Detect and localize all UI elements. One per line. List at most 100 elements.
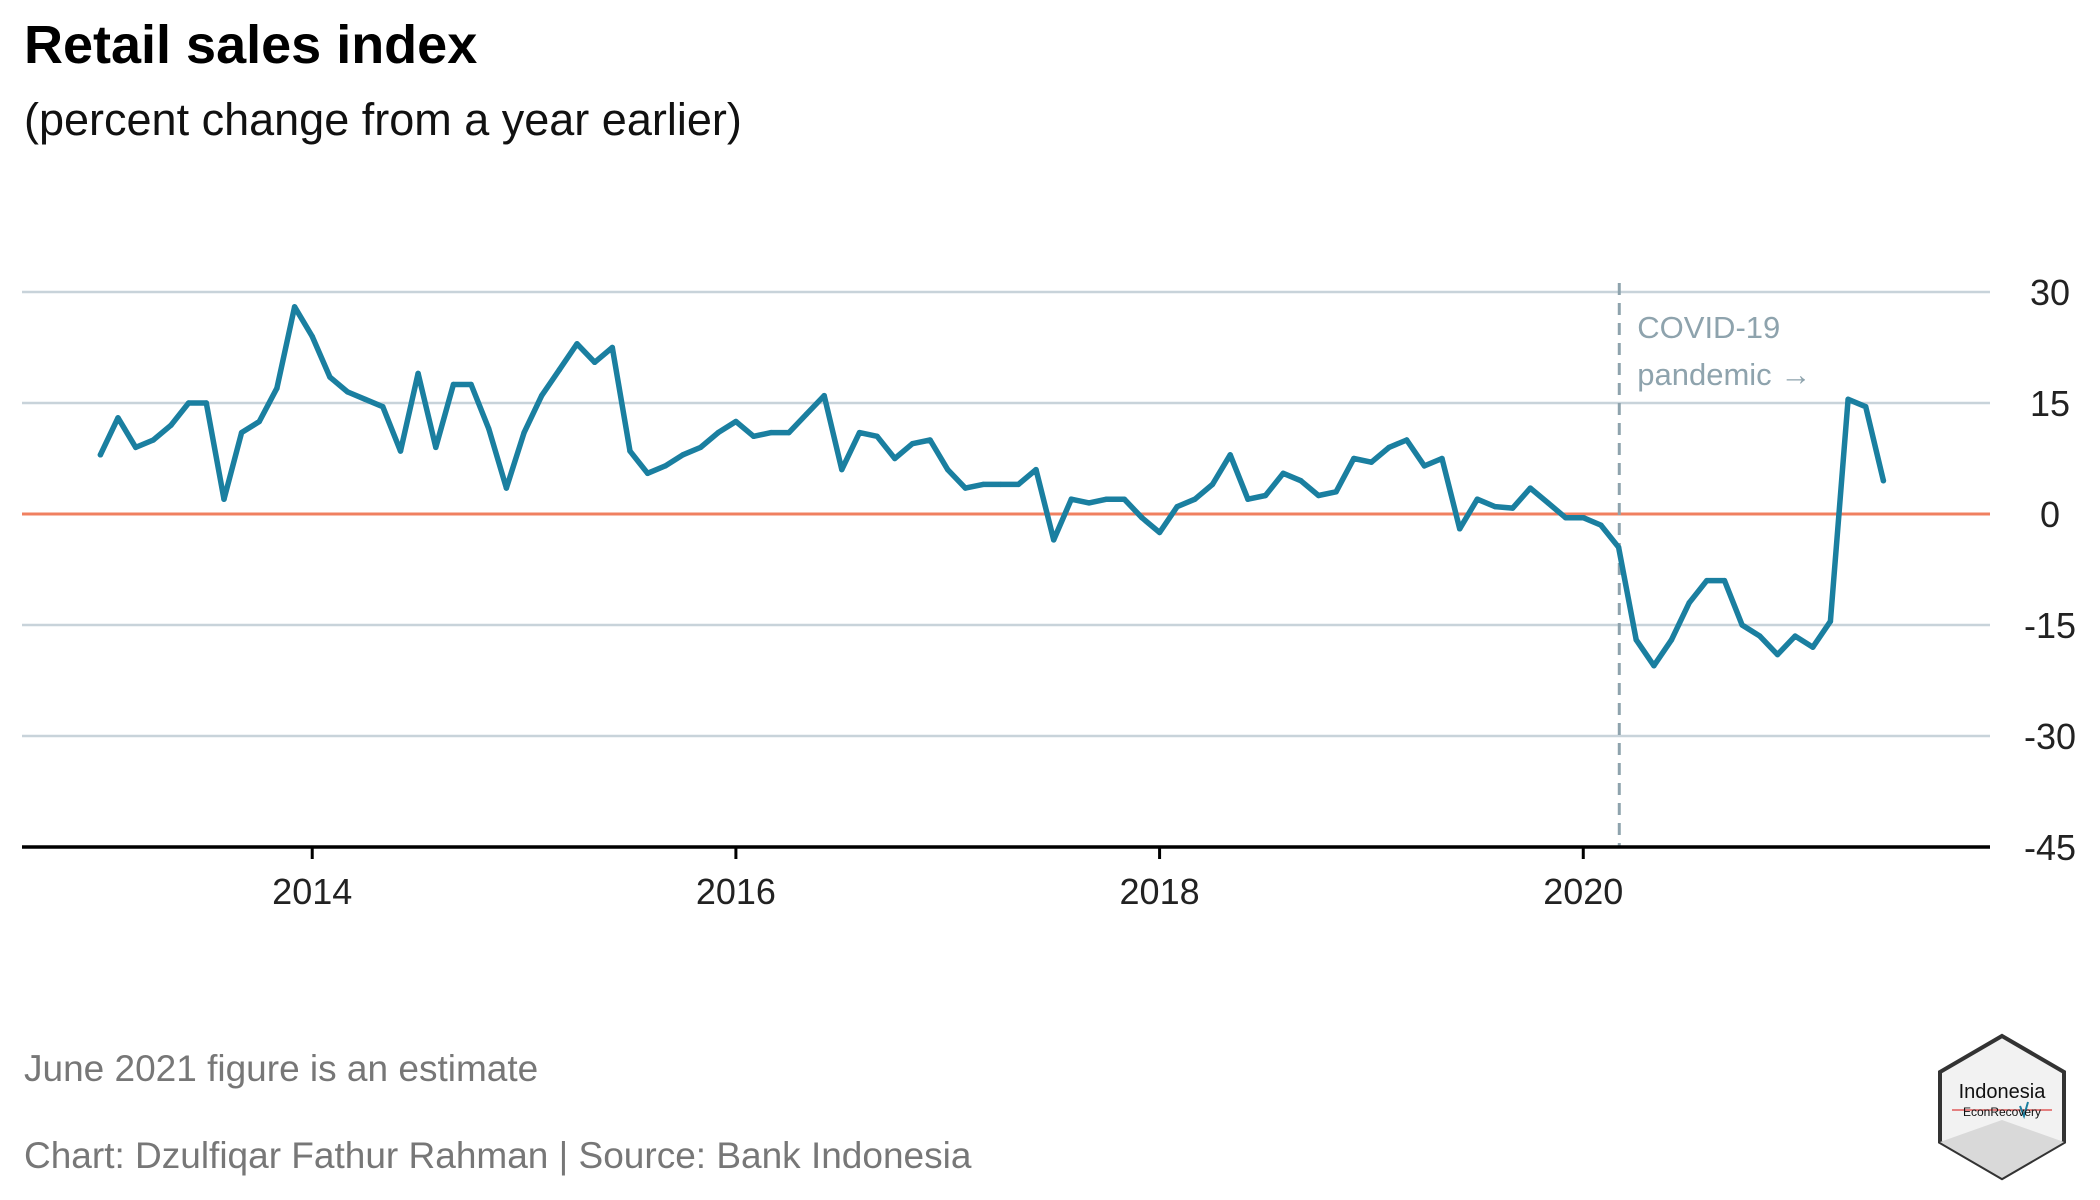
data-point xyxy=(768,429,774,436)
data-point xyxy=(521,429,527,436)
logo-title: Indonesia xyxy=(1959,1081,2047,1103)
data-point xyxy=(486,426,492,432)
data-point xyxy=(1068,496,1075,502)
data-point xyxy=(1633,637,1639,643)
chart-title: Retail sales index xyxy=(24,15,478,75)
data-point xyxy=(609,344,615,351)
data-point xyxy=(574,341,580,347)
data-point xyxy=(539,392,545,399)
data-point xyxy=(1245,496,1251,502)
data-point xyxy=(1880,478,1887,484)
data-point xyxy=(733,418,739,425)
data-point xyxy=(1598,522,1604,528)
x-tick-label: 2014 xyxy=(272,871,352,912)
data-point xyxy=(1721,577,1728,584)
data-point xyxy=(803,411,810,417)
y-tick-label: 15 xyxy=(2030,383,2070,424)
x-tick-label: 2018 xyxy=(1120,871,1200,912)
data-point xyxy=(909,441,916,447)
y-tick-label: -30 xyxy=(2024,716,2076,757)
data-point xyxy=(1280,470,1286,476)
data-point xyxy=(468,381,474,388)
data-point xyxy=(839,466,845,473)
data-point xyxy=(1615,544,1622,550)
data-point xyxy=(133,444,139,451)
data-point xyxy=(362,396,368,402)
data-point xyxy=(962,485,969,491)
data-point xyxy=(750,433,757,439)
data-point xyxy=(1386,444,1392,451)
x-axis-ticks: 2014 2016 2018 2020 xyxy=(272,847,1623,912)
data-point xyxy=(1704,577,1710,584)
source-credit: Chart: Dzulfiqar Fathur Rahman | Source:… xyxy=(24,1135,972,1176)
data-point xyxy=(185,400,192,406)
data-point xyxy=(1668,637,1675,643)
data-point xyxy=(980,481,986,488)
data-point xyxy=(1562,515,1569,521)
data-point xyxy=(1192,496,1198,502)
data-point xyxy=(1262,492,1269,499)
data-point xyxy=(1845,396,1851,402)
y-axis-ticks: 30 15 0 -15 -30 -45 xyxy=(2024,272,2076,868)
x-tick-label: 2020 xyxy=(1543,871,1623,912)
series-layer xyxy=(97,304,1887,669)
data-point xyxy=(627,448,633,454)
data-point xyxy=(662,463,668,469)
covid-annotation-label: COVID-19 xyxy=(1637,310,1780,345)
data-point xyxy=(1757,633,1763,639)
data-point xyxy=(697,444,704,451)
data-point xyxy=(150,437,156,443)
data-point xyxy=(1351,455,1357,462)
data-point xyxy=(1545,500,1551,506)
data-point xyxy=(892,455,898,462)
data-point xyxy=(1439,455,1445,462)
data-point xyxy=(291,304,298,310)
data-point xyxy=(450,381,457,388)
data-point xyxy=(274,385,280,391)
data-point xyxy=(309,333,315,340)
data-point xyxy=(856,429,863,436)
data-point xyxy=(1315,492,1322,499)
data-point xyxy=(1333,489,1339,495)
data-point xyxy=(1174,503,1180,510)
data-point xyxy=(256,418,262,425)
data-point xyxy=(556,367,563,373)
data-point xyxy=(1474,496,1481,502)
data-point xyxy=(998,481,1004,488)
data-point xyxy=(1421,463,1428,469)
data-point xyxy=(786,429,792,436)
data-point xyxy=(945,466,951,473)
data-point xyxy=(221,496,227,502)
data-point xyxy=(1103,496,1110,502)
data-point xyxy=(821,392,827,399)
y-tick-label: -15 xyxy=(2024,605,2076,646)
data-point xyxy=(1033,466,1039,473)
footnote: June 2021 figure is an estimate xyxy=(24,1048,539,1089)
data-point xyxy=(1686,600,1692,606)
data-point xyxy=(115,415,121,421)
data-point xyxy=(680,452,686,458)
data-point xyxy=(168,422,174,428)
indonesia-econrecovery-logo: Indonesia EconRecovery xyxy=(1938,1033,2066,1181)
chart-area: COVID-19 pandemic → 2014 2016 2018 2020 30 1… xyxy=(22,272,2076,912)
data-point xyxy=(415,370,421,377)
data-point xyxy=(327,374,333,380)
data-point xyxy=(1827,618,1834,624)
logo-subtitle: EconRecovery xyxy=(1963,1105,2041,1119)
data-point xyxy=(1510,505,1516,511)
x-tick-label: 2016 xyxy=(696,871,776,912)
data-point xyxy=(1739,622,1745,628)
data-point xyxy=(592,359,598,365)
data-point xyxy=(1368,459,1375,465)
data-point xyxy=(97,452,104,458)
data-point xyxy=(1051,537,1057,543)
data-point xyxy=(1863,404,1869,410)
data-point xyxy=(503,485,510,491)
data-point xyxy=(1227,452,1233,458)
data-point xyxy=(1139,515,1145,521)
data-point xyxy=(1580,515,1587,521)
covid-annotation-arrow-label: pandemic → xyxy=(1637,357,1811,392)
data-point xyxy=(380,404,386,410)
data-point xyxy=(1792,633,1798,639)
data-point xyxy=(1651,663,1657,669)
